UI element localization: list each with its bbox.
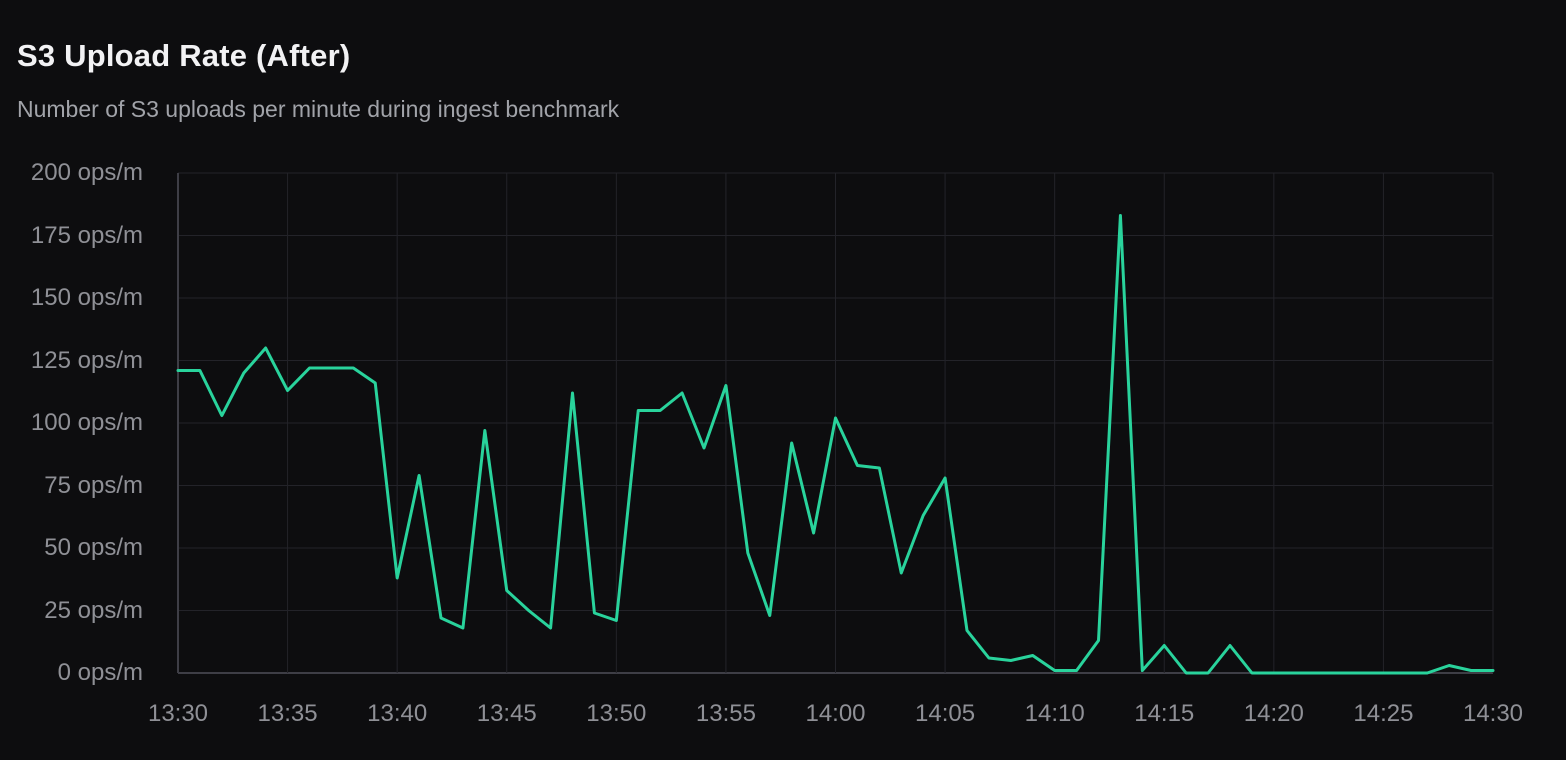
y-tick-label: 50 ops/m bbox=[44, 534, 143, 561]
x-tick-label: 14:25 bbox=[1353, 700, 1414, 727]
x-tick-label: 13:45 bbox=[476, 700, 537, 727]
x-tick-label: 13:35 bbox=[257, 700, 318, 727]
page-title: S3 Upload Rate (After) bbox=[17, 38, 351, 73]
y-tick-label: 200 ops/m bbox=[30, 159, 143, 186]
x-tick-label: 14:10 bbox=[1024, 700, 1085, 727]
y-tick-label: 175 ops/m bbox=[30, 221, 143, 249]
x-tick-label: 13:50 bbox=[586, 700, 647, 727]
x-tick-label: 13:40 bbox=[367, 700, 428, 727]
upload-rate-series-line bbox=[176, 214, 1495, 675]
x-tick-label: 14:20 bbox=[1243, 700, 1304, 727]
page-subtitle: Number of S3 uploads per minute during i… bbox=[17, 96, 620, 122]
y-tick-label: 150 ops/m bbox=[30, 284, 143, 311]
y-tick-label: 125 ops/m bbox=[30, 346, 143, 374]
y-tick-label: 25 ops/m bbox=[44, 596, 143, 624]
x-tick-label: 14:05 bbox=[915, 700, 976, 727]
y-tick-label: 100 ops/m bbox=[30, 409, 143, 436]
y-tick-label: 75 ops/m bbox=[44, 471, 143, 499]
x-tick-label: 14:30 bbox=[1462, 700, 1524, 727]
y-tick-label: 0 ops/m bbox=[57, 659, 143, 686]
x-tick-label: 14:00 bbox=[805, 700, 866, 727]
x-tick-label: 13:55 bbox=[695, 700, 756, 727]
x-tick-label: 13:30 bbox=[147, 700, 209, 727]
x-tick-label: 14:15 bbox=[1134, 700, 1195, 727]
